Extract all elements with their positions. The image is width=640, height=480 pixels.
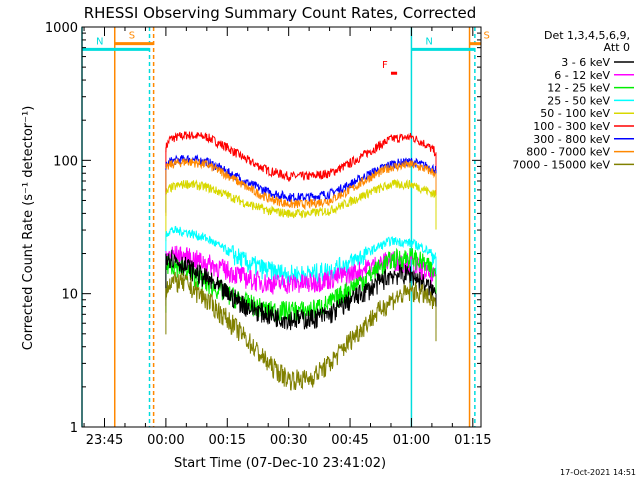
legend-label: 7000 - 15000 keV xyxy=(512,158,610,171)
legend-entry: 800 - 7000 keV xyxy=(526,146,634,159)
x-axis-label: Start Time (07-Dec-10 23:41:02) xyxy=(174,456,386,471)
timestamp: 17-Oct-2021 14:51 xyxy=(560,468,636,477)
annotation-night-1: N xyxy=(82,36,150,51)
x-tick-label: 01:15 xyxy=(454,433,491,448)
series-50-100-keV xyxy=(165,178,437,242)
legend-label: 12 - 25 keV xyxy=(547,82,610,95)
legend-header-line: Det 1,3,4,5,6,9, xyxy=(544,29,630,42)
annotation-night-2: N xyxy=(411,36,475,51)
legend-entry: 50 - 100 keV xyxy=(540,107,634,120)
legend-label: 6 - 12 keV xyxy=(554,69,610,82)
legend-entry: 12 - 25 keV xyxy=(547,82,634,95)
plot-frame xyxy=(81,26,482,428)
legend-label: 100 - 300 keV xyxy=(533,120,610,133)
legend-entry: 100 - 300 keV xyxy=(533,120,634,133)
legend-header-line: Att 0 xyxy=(604,41,630,54)
annotation-label: S xyxy=(129,31,135,42)
series-trace xyxy=(165,225,436,286)
series-trace xyxy=(165,178,436,219)
x-tick-label: 01:00 xyxy=(393,433,430,448)
annotation-label: N xyxy=(96,36,103,47)
y-axis-label: Corrected Count Rate (s⁻¹ detector⁻¹) xyxy=(21,106,36,351)
series-trace xyxy=(165,158,436,211)
x-tick-label: 23:45 xyxy=(86,433,123,448)
annotation-flare-4: F xyxy=(382,60,398,75)
y-tick-label: 1000 xyxy=(45,21,78,36)
legend-label: 3 - 6 keV xyxy=(561,56,610,69)
series-layer xyxy=(165,131,437,391)
annotation-label: N xyxy=(425,36,432,47)
annotation-bars: S N N S F xyxy=(82,31,490,75)
legend-label: 300 - 800 keV xyxy=(533,133,610,146)
legend-entry: 7000 - 15000 keV xyxy=(512,158,634,171)
legend-label: 800 - 7000 keV xyxy=(526,146,610,159)
y-axis: 1 10 100 1000 xyxy=(45,21,481,436)
y-tick-label: 1 xyxy=(70,421,78,436)
chart-title: RHESSI Observing Summary Count Rates, Co… xyxy=(84,4,477,22)
x-axis: 23:45 00:00 00:15 00:30 00:45 01:00 01:15 xyxy=(83,27,492,448)
x-tick-label: 00:30 xyxy=(270,433,307,448)
x-tick-label: 00:15 xyxy=(209,433,246,448)
annotation-saa-3: S xyxy=(469,31,490,46)
legend-label: 50 - 100 keV xyxy=(540,107,610,120)
y-tick-label: 10 xyxy=(61,288,78,303)
legend-entry: 6 - 12 keV xyxy=(554,69,634,82)
x-tick-label: 00:00 xyxy=(147,433,184,448)
annotation-saa-0: S xyxy=(114,31,154,46)
series-trace xyxy=(165,249,436,331)
series-trace xyxy=(165,131,436,182)
annotation-label: F xyxy=(382,60,388,71)
legend-entry: 25 - 50 keV xyxy=(547,94,634,107)
series-trace xyxy=(165,271,436,391)
x-tick-label: 00:45 xyxy=(331,433,368,448)
legend-entry: 3 - 6 keV xyxy=(561,56,634,69)
legend-label: 25 - 50 keV xyxy=(547,94,610,107)
series-7000-15000-keV xyxy=(165,271,437,391)
y-tick-label: 100 xyxy=(53,154,78,169)
annotation-label: S xyxy=(484,31,490,42)
legend-entry: 300 - 800 keV xyxy=(533,133,634,146)
